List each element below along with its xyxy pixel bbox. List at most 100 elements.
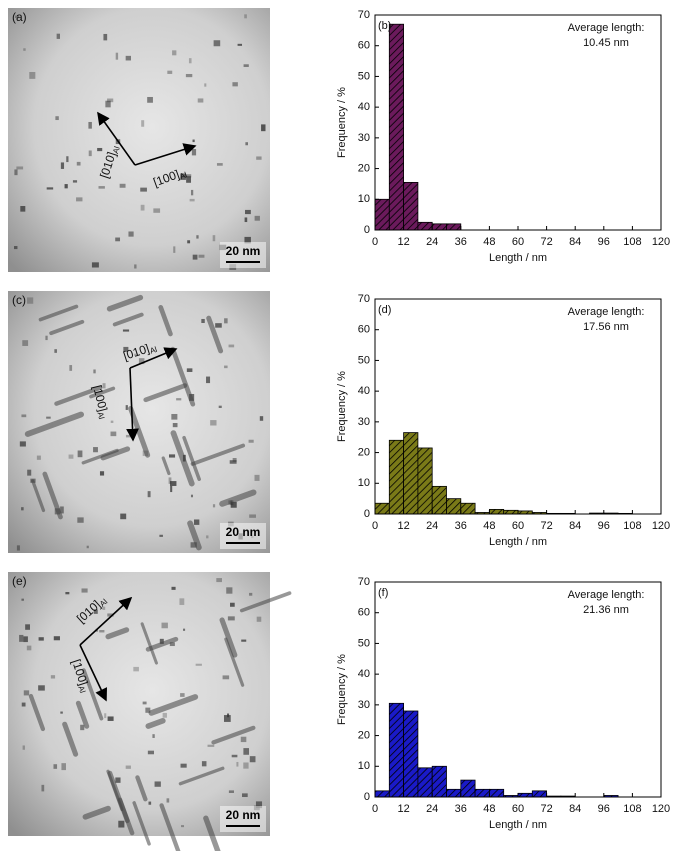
y-tick-label: 60: [358, 607, 370, 619]
x-tick-label: 0: [372, 236, 378, 248]
y-tick-label: 40: [358, 385, 370, 397]
annotation: Average length:: [568, 306, 645, 318]
precipitate: [245, 209, 251, 215]
direction-arrow: [97, 111, 136, 166]
micrograph: (a)20 nm[010]Al[100]Al: [8, 8, 270, 272]
x-tick-label: 120: [652, 803, 670, 815]
precipitate: [248, 439, 254, 443]
precipitate: [192, 139, 195, 143]
x-tick-label: 96: [598, 803, 610, 815]
bar: [388, 702, 404, 798]
precipitate: [197, 98, 204, 103]
precipitate: [207, 744, 215, 747]
precipitate: [140, 204, 145, 211]
precipitate: [60, 711, 63, 714]
precipitate: [223, 715, 231, 722]
x-tick-label: 108: [623, 236, 641, 248]
precipitate: [256, 616, 262, 622]
rod-precipitate: [128, 405, 151, 458]
precipitate: [46, 187, 54, 190]
precipitate: [159, 534, 163, 537]
precipitate: [148, 801, 152, 805]
y-tick-label: 60: [358, 40, 370, 52]
precipitate: [68, 454, 74, 459]
bar: [374, 502, 390, 515]
precipitate: [190, 542, 197, 548]
precipitate: [23, 636, 28, 643]
precipitate: [180, 693, 185, 697]
precipitate: [172, 423, 178, 428]
direction-arrow: [79, 644, 107, 702]
precipitate: [249, 592, 253, 596]
precipitate: [21, 507, 24, 511]
bar: [388, 23, 404, 231]
precipitate: [224, 318, 228, 324]
precipitate: [81, 588, 88, 593]
histogram: 0 10 20 30 40 50 60 70 0 12 24 36 48 60 72 84 96 108 120 Le…: [336, 9, 670, 264]
precipitate: [170, 485, 173, 493]
rod-precipitate: [49, 319, 85, 336]
x-axis-label: Length / nm: [489, 536, 547, 548]
precipitate: [61, 763, 66, 771]
precipitate: [119, 183, 126, 188]
rod-precipitate: [81, 668, 104, 721]
rod-precipitate: [28, 693, 46, 732]
precipitate: [244, 236, 251, 244]
precipitate: [133, 666, 139, 672]
panel-label: (f): [378, 587, 388, 599]
precipitate: [77, 450, 83, 458]
precipitate: [107, 716, 114, 721]
precipitate: [41, 784, 45, 792]
precipitate: [138, 358, 145, 365]
precipitate: [93, 447, 98, 453]
bar: [517, 792, 533, 798]
precipitate: [198, 254, 205, 258]
precipitate: [254, 215, 260, 221]
micrograph-image: [8, 8, 270, 272]
precipitate: [242, 793, 248, 798]
precipitate: [259, 416, 264, 421]
rod-precipitate: [82, 805, 111, 820]
precipitate: [115, 52, 119, 60]
x-tick-label: 108: [623, 803, 641, 815]
precipitate: [176, 398, 182, 401]
precipitate: [183, 628, 186, 631]
y-tick-label: 10: [358, 477, 370, 489]
precipitate: [23, 48, 26, 51]
bar: [403, 710, 419, 798]
rod-precipitate: [75, 700, 90, 729]
direction-subscript: Al: [149, 345, 159, 356]
precipitate: [118, 820, 125, 828]
x-tick-label: 60: [512, 236, 524, 248]
precipitate: [128, 231, 134, 237]
precipitate: [249, 756, 256, 763]
x-tick-label: 96: [598, 520, 610, 532]
bar: [403, 432, 419, 515]
precipitate: [186, 176, 192, 183]
y-tick-label: 30: [358, 132, 370, 144]
annotation: 21.36 nm: [583, 604, 629, 616]
precipitate: [27, 469, 32, 476]
y-tick-label: 50: [358, 70, 370, 82]
precipitate: [26, 645, 32, 651]
annotation: 10.45 nm: [583, 37, 629, 49]
rod-precipitate: [140, 622, 158, 665]
y-tick-label: 10: [358, 760, 370, 772]
rod-precipitate: [112, 312, 144, 327]
precipitate: [180, 825, 185, 828]
precipitate: [65, 591, 70, 595]
bar: [460, 502, 476, 515]
rod-precipitate: [143, 383, 188, 403]
y-axis-label: Frequency / %: [336, 654, 348, 725]
precipitate: [189, 198, 195, 202]
y-tick-label: 0: [364, 508, 370, 520]
y-tick-label: 40: [358, 101, 370, 113]
precipitate: [206, 376, 211, 384]
precipitate: [166, 798, 170, 803]
x-tick-label: 96: [598, 236, 610, 248]
precipitate: [21, 702, 26, 707]
x-tick-label: 108: [623, 520, 641, 532]
precipitate: [125, 405, 128, 410]
precipitate: [243, 748, 250, 755]
precipitate: [240, 736, 247, 743]
